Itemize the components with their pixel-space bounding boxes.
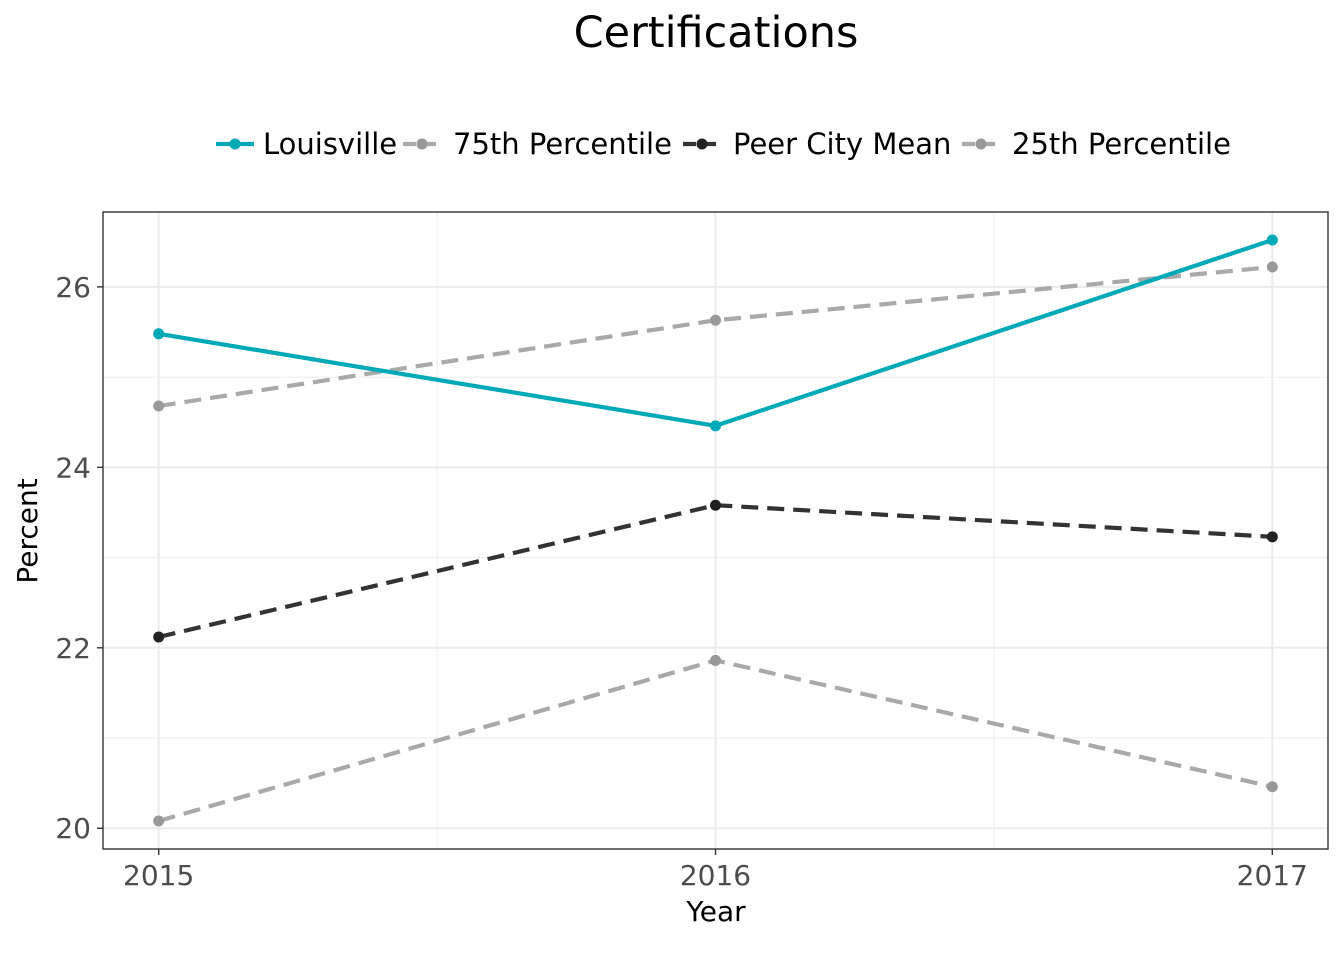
- legend-key-point: [696, 138, 708, 150]
- legend-item-75th-percentile: 75th Percentile: [403, 127, 672, 161]
- point-75th-percentile: [1266, 261, 1278, 273]
- x-axis-ticks: 2015 2016 2017: [123, 849, 1308, 892]
- grid: [103, 212, 1328, 849]
- x-tick-label: 2017: [1237, 859, 1308, 892]
- y-axis-title: Percent: [11, 478, 44, 583]
- x-axis-title: Year: [685, 895, 746, 928]
- y-tick-label: 20: [55, 812, 91, 845]
- chart-title: Certifications: [574, 8, 859, 58]
- series-points: [153, 234, 1278, 827]
- legend: Louisville 75th Percentile Peer City Mean 2…: [216, 127, 1231, 161]
- plot-panel: [102, 211, 1329, 850]
- x-tick-label: 2015: [123, 859, 194, 892]
- legend-label: 75th Percentile: [453, 127, 672, 161]
- legend-item-25th-percentile: 25th Percentile: [962, 127, 1231, 161]
- point-25th-percentile: [153, 815, 165, 827]
- legend-label: Louisville: [263, 127, 397, 161]
- point-75th-percentile: [153, 400, 165, 412]
- y-tick-label: 24: [55, 451, 91, 484]
- point-peer-city-mean: [1266, 531, 1278, 543]
- point-75th-percentile: [710, 314, 721, 326]
- y-tick-label: 26: [55, 271, 91, 304]
- legend-label: Peer City Mean: [733, 127, 951, 161]
- point-peer-city-mean: [153, 631, 165, 643]
- point-25th-percentile: [1266, 781, 1278, 793]
- point-25th-percentile: [710, 654, 721, 666]
- series-line-75th-percentile: [158, 264, 1273, 409]
- y-axis-ticks: 20 22 24 26: [55, 271, 103, 845]
- x-tick-label: 2016: [680, 859, 751, 892]
- legend-key-point: [416, 138, 428, 150]
- point-louisville: [153, 328, 165, 340]
- point-louisville: [710, 420, 721, 432]
- legend-label: 25th Percentile: [1012, 127, 1231, 161]
- y-tick-label: 22: [55, 632, 91, 665]
- point-peer-city-mean: [710, 499, 721, 511]
- legend-key-point: [975, 138, 987, 150]
- legend-item-peer-city-mean: Peer City Mean: [683, 127, 951, 161]
- legend-key-point: [229, 138, 241, 150]
- point-louisville: [1266, 234, 1278, 246]
- legend-item-louisville: Louisville: [216, 127, 397, 161]
